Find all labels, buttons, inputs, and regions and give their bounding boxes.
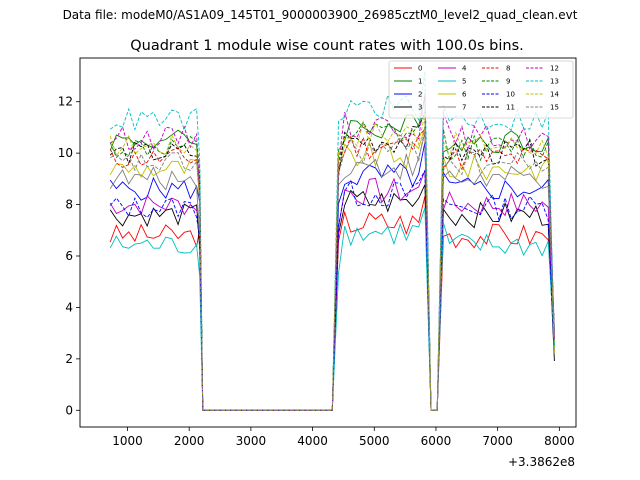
legend-label-1: 1 xyxy=(418,78,422,86)
figure-suptitle: Data file: modeM0/AS1A09_145T01_90000039… xyxy=(62,8,578,22)
x-tick-label: 3000 xyxy=(236,434,267,448)
legend-label-11: 11 xyxy=(506,104,515,112)
series-line-0 xyxy=(109,196,555,411)
y-tick-label: 4 xyxy=(65,300,73,314)
y-tick-label: 6 xyxy=(65,249,73,263)
series-line-12 xyxy=(109,93,555,411)
x-axis-offset-label: +3.3862e8 xyxy=(508,455,575,469)
legend-label-13: 13 xyxy=(550,78,559,86)
series-line-14 xyxy=(109,113,555,411)
series-line-1 xyxy=(109,97,555,411)
x-tick-label: 4000 xyxy=(297,434,328,448)
legend-label-12: 12 xyxy=(550,65,559,73)
series-line-6 xyxy=(109,126,555,411)
y-tick-label: 8 xyxy=(65,198,73,212)
x-tick-label: 7000 xyxy=(482,434,513,448)
legend-label-0: 0 xyxy=(418,65,422,73)
y-tick-label: 0 xyxy=(65,403,73,417)
x-tick-label: 6000 xyxy=(421,434,452,448)
legend-label-8: 8 xyxy=(506,65,510,73)
series-line-8 xyxy=(109,128,555,411)
legend-label-5: 5 xyxy=(462,78,466,86)
series-line-11 xyxy=(109,112,555,411)
plot-lines xyxy=(109,71,555,411)
legend-label-9: 9 xyxy=(506,78,510,86)
series-line-10 xyxy=(109,170,555,411)
x-tick-label: 2000 xyxy=(174,434,205,448)
legend-box xyxy=(388,60,574,119)
y-tick-label: 12 xyxy=(58,95,73,109)
x-tick-label: 1000 xyxy=(112,434,143,448)
series-line-2 xyxy=(109,142,555,411)
series-line-15 xyxy=(110,127,555,411)
series-line-3 xyxy=(109,184,555,411)
x-tick-label: 5000 xyxy=(359,434,390,448)
series-line-4 xyxy=(109,170,555,411)
y-tick-label: 2 xyxy=(65,352,73,366)
legend-label-3: 3 xyxy=(418,104,422,112)
x-axis: 1000 2000 3000 4000 5000 6000 7000 8000 xyxy=(112,427,575,448)
y-tick-label: 10 xyxy=(58,146,73,160)
legend-label-7: 7 xyxy=(462,104,466,112)
legend-label-2: 2 xyxy=(418,91,422,99)
axes-frame xyxy=(79,57,577,428)
legend-label-14: 14 xyxy=(550,91,559,99)
legend-label-15: 15 xyxy=(550,104,559,112)
series-line-5 xyxy=(109,207,555,411)
legend-label-4: 4 xyxy=(462,65,467,73)
y-axis: 0 2 4 6 8 10 12 xyxy=(58,95,80,417)
legend-label-6: 6 xyxy=(462,91,467,99)
chart-title: Quadrant 1 module wise count rates with … xyxy=(130,38,524,54)
series-line-7 xyxy=(109,132,555,411)
legend-label-10: 10 xyxy=(506,91,515,99)
series-line-9 xyxy=(109,113,555,411)
x-tick-label: 8000 xyxy=(544,434,575,448)
